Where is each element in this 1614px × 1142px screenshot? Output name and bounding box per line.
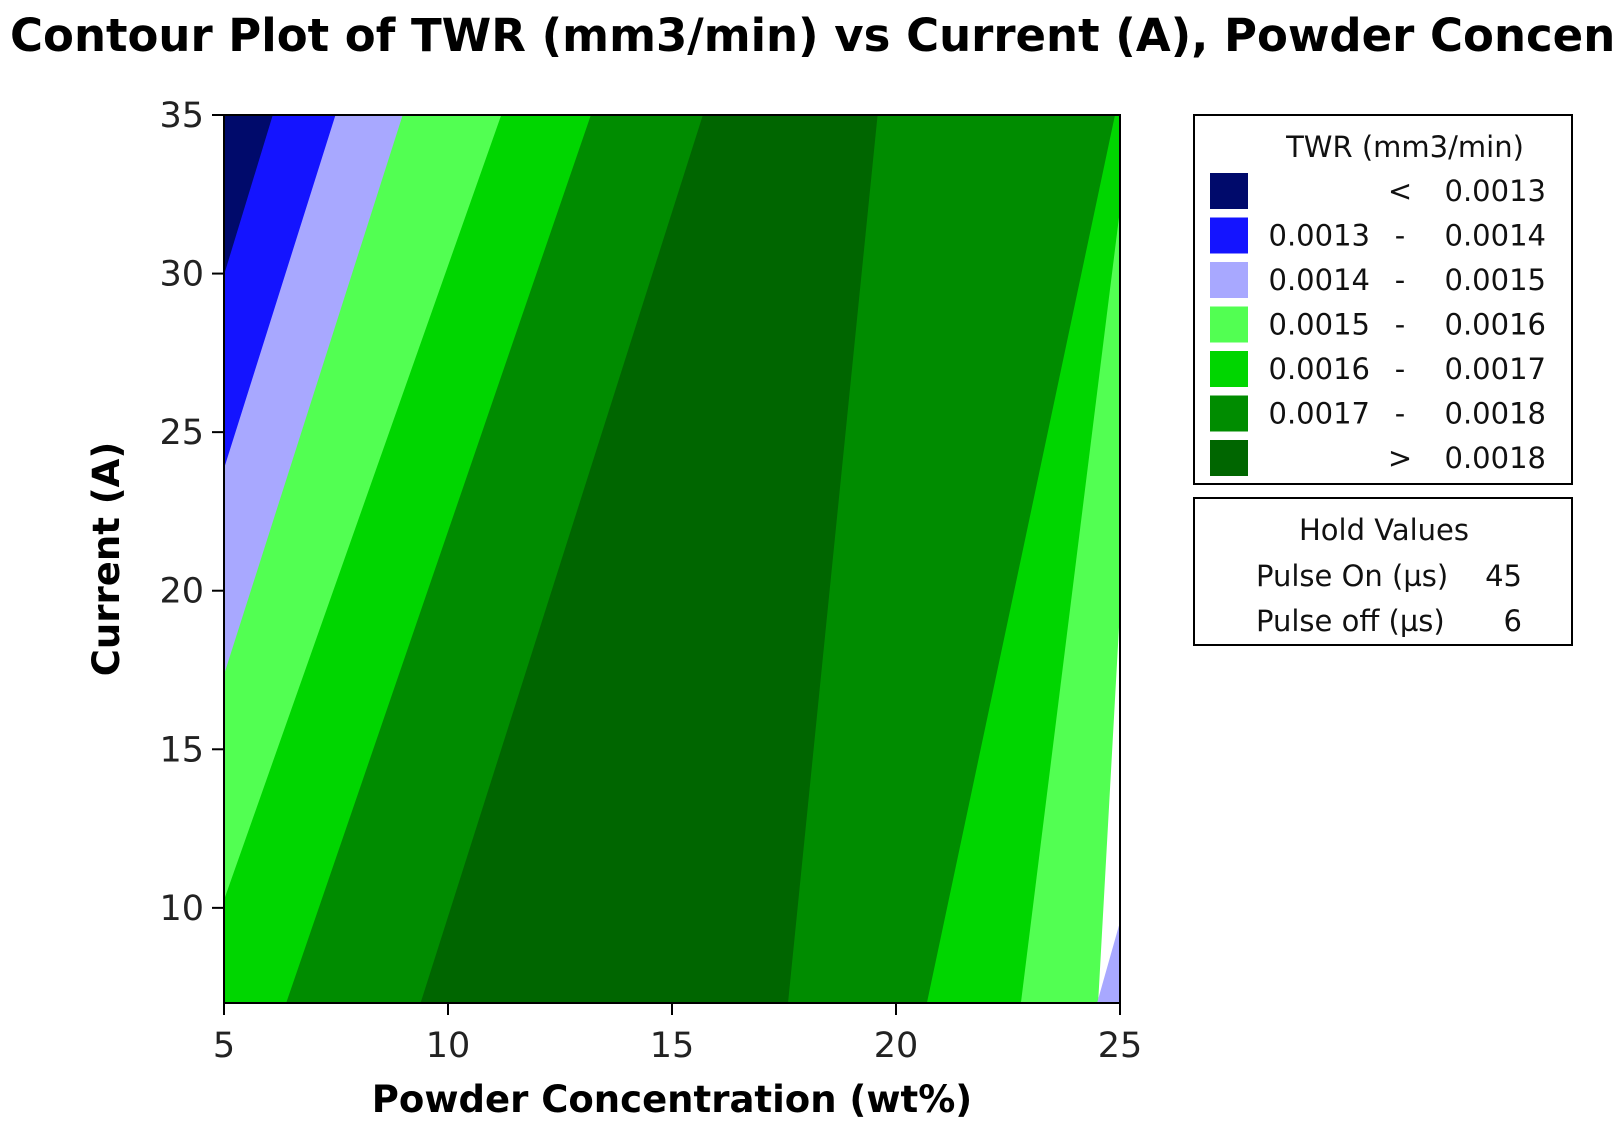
legend-swatch [1210, 217, 1248, 254]
hold-value: 6 [1504, 604, 1522, 638]
chart-title: Contour Plot of TWR (mm3/min) vs Current… [10, 9, 1614, 62]
legend-high: 0.0016 [1445, 308, 1546, 342]
legend-high: 0.0013 [1445, 174, 1546, 208]
hold-value: 45 [1485, 559, 1522, 593]
legend-high: 0.0017 [1445, 352, 1546, 386]
y-axis-title: Current (A) [85, 442, 128, 676]
hold-value-label: Pulse off (µs) [1256, 604, 1445, 638]
legend-high: 0.0015 [1445, 263, 1546, 297]
legend-swatch [1210, 351, 1248, 387]
y-tick-label: 30 [159, 255, 204, 295]
legend-operator: - [1395, 352, 1405, 386]
legend-high: 0.0018 [1445, 441, 1546, 475]
x-axis: 5 10 15 20 25 [213, 1003, 1142, 1066]
hold-values-rows: Pulse On (µs) 45 Pulse off (µs) 6 [1256, 559, 1522, 638]
y-tick-label: 35 [159, 96, 204, 136]
legend-entries: <0.00130.0013-0.00140.0014-0.00150.0015-… [1210, 173, 1546, 476]
legend-low: 0.0015 [1269, 308, 1370, 342]
y-tick-label: 10 [159, 889, 204, 929]
legend-high: 0.0018 [1445, 397, 1546, 431]
x-axis-title: Powder Concentration (wt%) [372, 1078, 972, 1121]
legend-swatch [1210, 262, 1248, 298]
legend-low: 0.0017 [1269, 397, 1370, 431]
legend: TWR (mm3/min) <0.00130.0013-0.00140.0014… [1193, 114, 1573, 485]
legend-high: 0.0014 [1445, 219, 1546, 253]
y-tick-label: 25 [159, 413, 204, 453]
legend-operator: - [1395, 397, 1405, 431]
hold-value-label: Pulse On (µs) [1256, 559, 1448, 593]
legend-low: 0.0013 [1269, 219, 1370, 253]
hold-values-box: Hold Values Pulse On (µs) 45 Pulse off (µs… [1193, 497, 1573, 646]
y-tick-label: 20 [159, 572, 204, 612]
legend-operator: < [1388, 174, 1412, 208]
legend-swatch [1210, 440, 1248, 476]
legend-operator: - [1395, 219, 1405, 253]
y-tick-label: 15 [159, 730, 204, 770]
contour-bands [223, 114, 1121, 1004]
legend-title: TWR (mm3/min) [1285, 130, 1524, 164]
y-axis: 10 15 20 25 30 35 [159, 96, 224, 929]
legend-swatch [1210, 306, 1248, 343]
x-tick-label: 20 [874, 1026, 919, 1066]
legend-swatch [1210, 395, 1248, 432]
hold-values-title: Hold Values [1299, 513, 1469, 547]
legend-box [1193, 114, 1573, 485]
legend-operator: > [1388, 441, 1412, 475]
legend-operator: - [1395, 308, 1405, 342]
legend-low: 0.0014 [1269, 263, 1370, 297]
legend-operator: - [1395, 263, 1405, 297]
legend-swatch [1210, 173, 1248, 209]
hold-values-frame [1193, 497, 1573, 646]
x-tick-label: 10 [426, 1026, 471, 1066]
x-tick-label: 5 [213, 1026, 235, 1066]
x-tick-label: 15 [650, 1026, 695, 1066]
legend-low: 0.0016 [1269, 352, 1370, 386]
x-tick-label: 25 [1098, 1026, 1143, 1066]
